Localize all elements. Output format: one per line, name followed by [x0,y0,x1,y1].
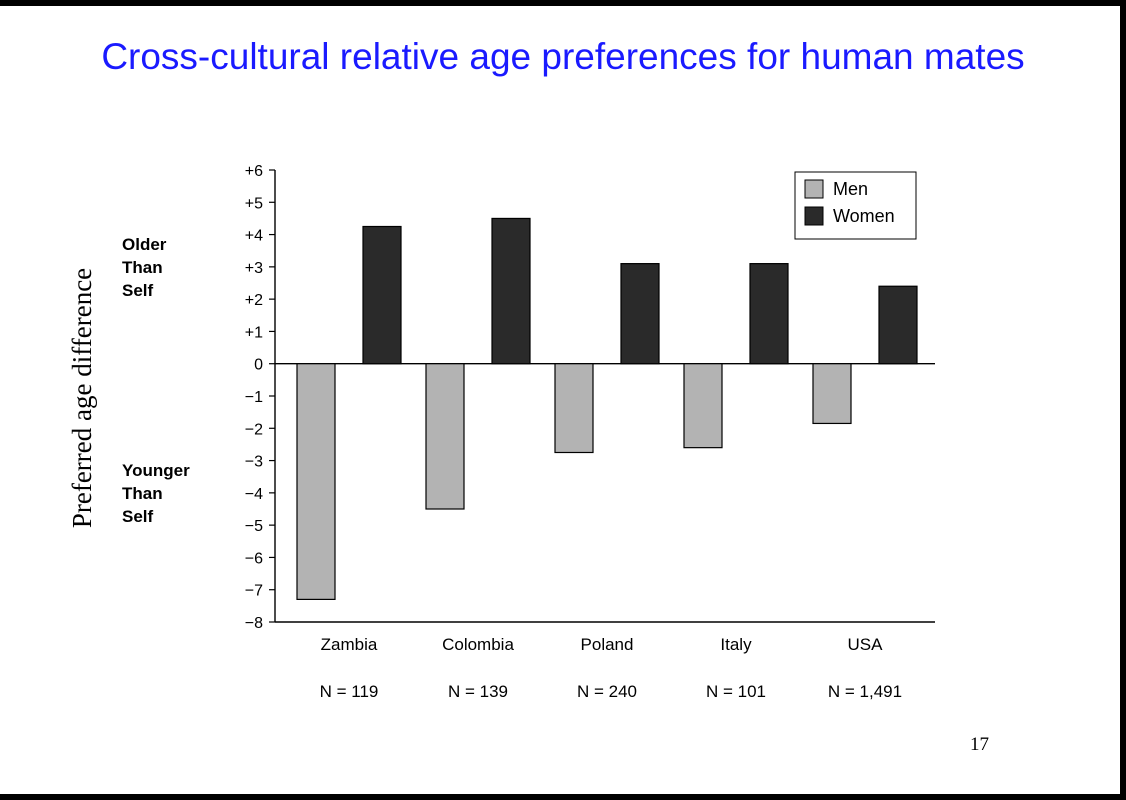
older-than-self-label: Than [122,258,163,277]
slide-title: Cross-cultural relative age preferences … [101,36,1025,77]
y-tick-label: +2 [245,292,263,309]
page-number: 17 [970,734,989,755]
x-category-label: Poland [581,635,634,654]
y-tick-label: −5 [245,518,263,535]
sample-size-label: N = 240 [577,682,637,701]
y-tick-label: +1 [245,324,263,341]
sample-size-label: N = 119 [320,682,379,701]
bar-men-poland [554,363,594,454]
bar-women-colombia [491,217,531,365]
legend-label-women: Women [833,206,895,226]
y-tick-label: −4 [245,486,263,503]
bar-men-italy [683,363,723,449]
legend-swatch-women [804,206,824,226]
y-tick-label: 0 [254,357,263,374]
sample-size-label: N = 1,491 [828,682,902,701]
older-than-self-label: Older [122,235,167,254]
younger-than-self-label: Younger [122,461,190,480]
younger-than-self-label: Self [122,507,154,526]
bar-men-usa [812,363,852,425]
y-tick-label: +4 [245,228,263,245]
y-tick-label: −3 [245,454,263,471]
y-tick-label: +6 [245,163,263,180]
bar-men-zambia [296,363,336,601]
y-tick-label: +3 [245,260,263,277]
bar-women-zambia [362,225,402,365]
sample-size-label: N = 139 [448,682,508,701]
y-tick-label: −1 [245,389,263,406]
x-category-label: Italy [720,635,752,654]
bar-women-poland [620,263,660,365]
x-category-label: Zambia [321,635,378,654]
legend-swatch-men [804,179,824,199]
y-tick-label: −6 [245,550,263,567]
y-tick-label: −8 [245,615,263,632]
bar-women-italy [749,263,789,365]
x-category-label: USA [848,635,884,654]
y-tick-label: −2 [245,421,263,438]
legend-label-men: Men [833,179,868,199]
y-axis-label: Preferred age difference [67,268,97,528]
younger-than-self-label: Than [122,484,163,503]
older-than-self-label: Self [122,281,154,300]
bar-men-colombia [425,363,465,510]
sample-size-label: N = 101 [706,682,766,701]
y-tick-label: −7 [245,583,263,600]
x-category-label: Colombia [442,635,514,654]
bar-women-usa [878,285,918,365]
y-tick-label: +5 [245,195,263,212]
